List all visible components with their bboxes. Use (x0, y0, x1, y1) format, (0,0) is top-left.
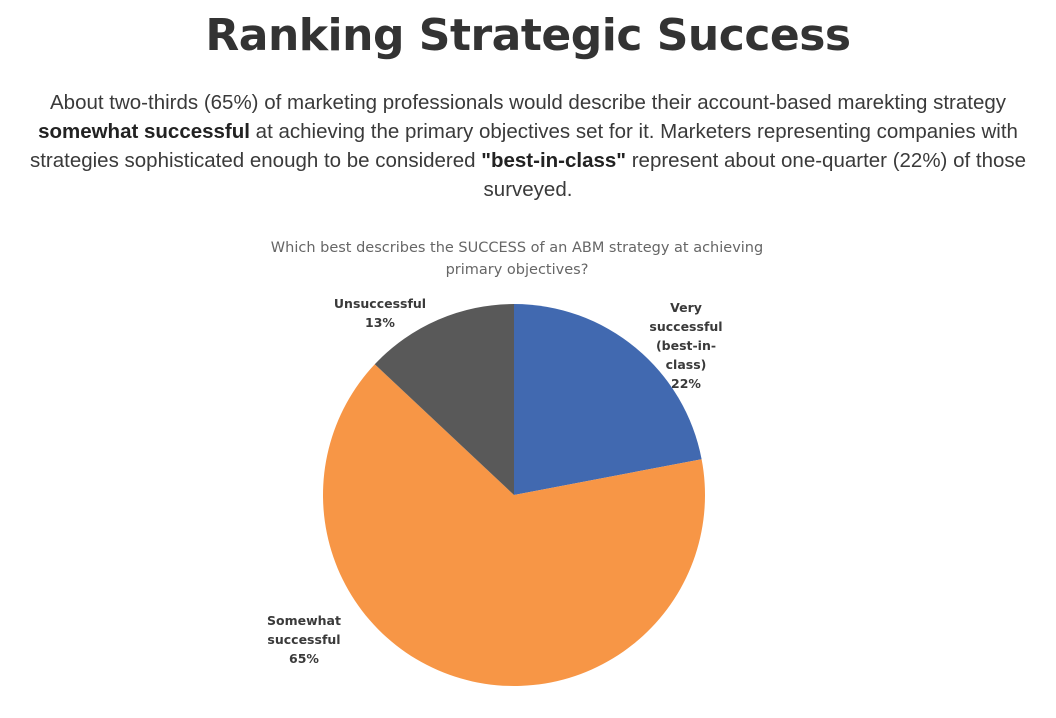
description-part: represent about one-quarter (22%) of tho… (483, 149, 1027, 201)
description-part: at achieving the primary objectives set … (29, 120, 1018, 172)
chart-title: Which best describes the SUCCESS of an A… (270, 240, 764, 278)
slice-label: Somewhat successful 65% (262, 611, 346, 668)
category: Very successful (best-in-class) (649, 300, 723, 372)
pie-slice (322, 364, 705, 686)
description-part: About two-thirds (65%) of marketing prof… (50, 91, 1006, 114)
value-label: 65% (289, 651, 319, 666)
category: Somewhat successful (267, 613, 341, 647)
description-part: "best-in-class" (481, 149, 627, 172)
category: Unsuccessful (333, 296, 427, 311)
description-part: somewhat successful (38, 120, 250, 143)
page-title: Ranking Strategic Success (205, 10, 851, 61)
slice-label: Unsuccessful 13% (330, 294, 430, 332)
description: About two-thirds (65%) of marketing prof… (28, 88, 1028, 204)
value-label: 22% (671, 376, 701, 391)
value-label: 13% (365, 315, 395, 330)
pie-slice (374, 304, 514, 495)
slice-label: Very successful (best-in-class) 22% (636, 298, 736, 393)
pie-slice (514, 304, 702, 495)
